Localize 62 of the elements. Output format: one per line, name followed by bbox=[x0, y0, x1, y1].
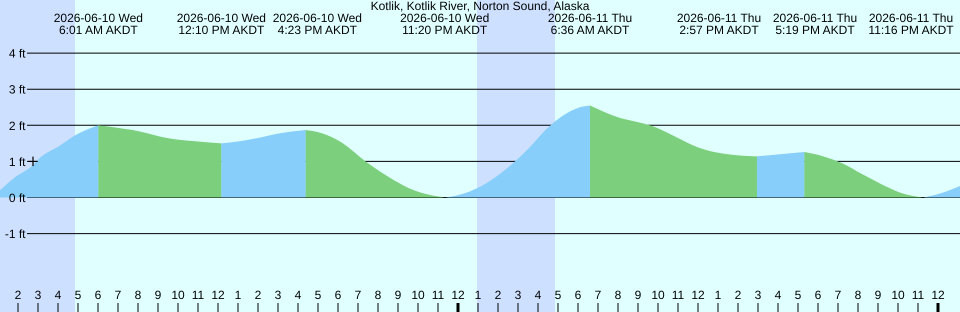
x-tick-label: 10 bbox=[171, 288, 185, 302]
y-tick-label: 3 ft bbox=[8, 82, 26, 97]
x-tick-label: 3 bbox=[514, 288, 522, 302]
x-tick-label: 3 bbox=[754, 288, 762, 302]
x-tick-label: 8 bbox=[614, 288, 622, 302]
annotation: 2026-06-10 Wed 11:20 PM AKDT bbox=[400, 11, 490, 37]
x-tick-label: 10 bbox=[651, 288, 665, 302]
annotation: 2026-06-10 Wed 12:10 PM AKDT bbox=[176, 11, 266, 37]
x-tick-label: 8 bbox=[134, 288, 142, 302]
x-tick-label: 1 bbox=[714, 288, 722, 302]
x-tick-label: 6 bbox=[94, 288, 102, 302]
x-tick-label: 2 bbox=[494, 288, 502, 302]
y-tick-label: 4 ft bbox=[8, 46, 26, 61]
x-tick-label: 7 bbox=[354, 288, 362, 302]
x-tick-label: 5 bbox=[74, 288, 82, 302]
x-tick-label: 3 bbox=[274, 288, 282, 302]
y-tick-label: -1 ft bbox=[4, 227, 26, 242]
annotation: 2026-06-11 Thu 11:16 PM AKDT bbox=[868, 11, 954, 37]
annotation: 2026-06-10 Wed 4:23 PM AKDT bbox=[272, 11, 362, 37]
annotation: 2026-06-11 Thu 6:36 AM AKDT bbox=[548, 11, 632, 37]
x-tick-label: 7 bbox=[114, 288, 122, 302]
chart-title: Kotlik, Kotlik River, Norton Sound, Alaska bbox=[370, 0, 590, 13]
x-tick-label: 9 bbox=[634, 288, 642, 302]
x-tick-label: 4 bbox=[54, 288, 62, 302]
y-tick-label: 0 ft bbox=[8, 191, 26, 206]
annotation: 2026-06-11 Thu 2:57 PM AKDT bbox=[676, 11, 762, 37]
x-tick-label: 5 bbox=[794, 288, 802, 302]
x-tick-label: 2 bbox=[734, 288, 742, 302]
y-tick-label: 1 ft bbox=[8, 154, 26, 169]
x-tick-label: 5 bbox=[554, 288, 562, 302]
x-tick-label: 12 bbox=[451, 288, 465, 302]
x-tick-label: 3 bbox=[34, 288, 42, 302]
x-tick-label: 5 bbox=[314, 288, 322, 302]
x-tick-label: 9 bbox=[874, 288, 882, 302]
x-tick-label: 8 bbox=[854, 288, 862, 302]
annotation: 2026-06-10 Wed 6:01 AM AKDT bbox=[54, 11, 143, 37]
x-tick-label: 12 bbox=[931, 288, 945, 302]
x-tick-label: 10 bbox=[891, 288, 905, 302]
x-tick-label: 1 bbox=[234, 288, 242, 302]
x-tick-label: 2 bbox=[14, 288, 22, 302]
y-tick-label: 2 ft bbox=[8, 118, 26, 133]
x-tick-label: 11 bbox=[912, 288, 925, 302]
x-tick-label: 6 bbox=[334, 288, 342, 302]
x-tick-label: 12 bbox=[211, 288, 225, 302]
x-tick-label: 2 bbox=[254, 288, 262, 302]
annotation: 2026-06-11 Thu 5:19 PM AKDT bbox=[772, 11, 858, 37]
x-tick-label: 4 bbox=[774, 288, 782, 302]
x-tick-label: 6 bbox=[574, 288, 582, 302]
x-tick-label: 7 bbox=[834, 288, 842, 302]
x-tick-label: 4 bbox=[294, 288, 302, 302]
x-tick-label: 9 bbox=[154, 288, 162, 302]
x-tick-label: 8 bbox=[374, 288, 382, 302]
x-tick-label: 11 bbox=[672, 288, 685, 302]
x-tick-label: 11 bbox=[432, 288, 445, 302]
x-tick-label: 4 bbox=[534, 288, 542, 302]
x-tick-label: 9 bbox=[394, 288, 402, 302]
x-tick-label: 7 bbox=[594, 288, 602, 302]
x-tick-label: 11 bbox=[192, 288, 205, 302]
x-tick-label: 1 bbox=[474, 288, 482, 302]
x-tick-label: 6 bbox=[814, 288, 822, 302]
x-tick-label: 12 bbox=[691, 288, 705, 302]
x-tick-label: 10 bbox=[411, 288, 425, 302]
